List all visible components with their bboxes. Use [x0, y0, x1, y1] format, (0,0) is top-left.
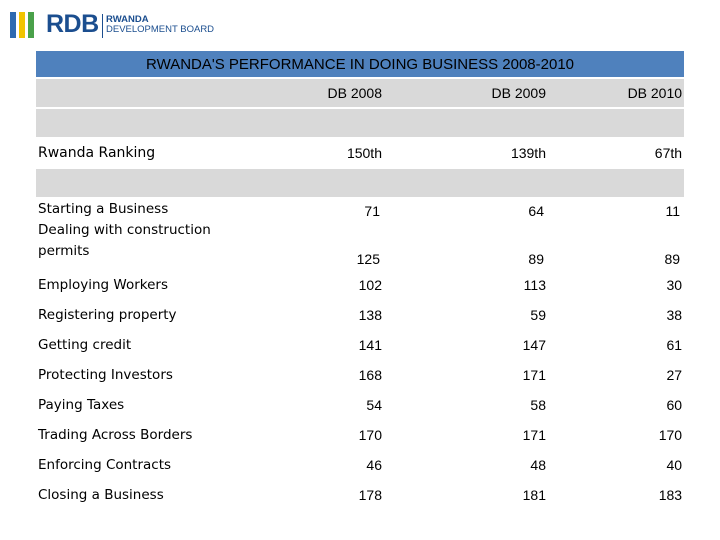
- ranking-2008: 150th: [346, 145, 382, 161]
- cell-value: 113: [523, 277, 546, 293]
- cell-value: 170: [358, 427, 382, 443]
- cell-value: 30: [666, 277, 683, 293]
- cell-value: 102: [358, 277, 382, 293]
- cell-value: 168: [358, 367, 382, 383]
- cell-value: 181: [522, 487, 546, 503]
- header-db-2010: DB 2010: [548, 79, 685, 107]
- table-row: Trading Across Borders 170 171 170: [36, 421, 684, 449]
- cell-value: 171: [522, 427, 546, 443]
- cell-value: 48: [530, 457, 546, 473]
- header-empty-cell: [36, 79, 236, 107]
- cell-group: 71 125: [236, 199, 384, 269]
- row-label: Dealing with construction permits: [38, 222, 211, 259]
- table-row: Employing Workers 102 113 30: [36, 271, 684, 299]
- ranking-2009: 139th: [510, 145, 546, 161]
- performance-table: RWANDA'S PERFORMANCE IN DOING BUSINESS 2…: [36, 49, 685, 511]
- spacer-row: [36, 169, 685, 197]
- row-label: Paying Taxes: [38, 397, 125, 413]
- cell-value: 183: [658, 487, 683, 503]
- row-label-group: Starting a Business Dealing with constru…: [36, 199, 236, 269]
- cell-value: 141: [358, 337, 382, 353]
- cell-value: 61: [666, 337, 683, 353]
- cell-value: 40: [666, 457, 683, 473]
- cell-value: 171: [522, 367, 546, 383]
- row-label: Employing Workers: [38, 277, 169, 293]
- table-title-row: RWANDA'S PERFORMANCE IN DOING BUSINESS 2…: [36, 51, 685, 77]
- cell-value: 64: [528, 203, 544, 219]
- table-row: Registering property 138 59 38: [36, 301, 684, 329]
- cell-value: 89: [528, 251, 544, 267]
- row-label: Trading Across Borders: [38, 427, 193, 443]
- row-label: Closing a Business: [38, 487, 164, 503]
- table-row: Paying Taxes 54 58 60: [36, 391, 684, 419]
- cell-value: 138: [358, 307, 382, 323]
- row-label: Starting a Business: [38, 201, 169, 217]
- cell-value: 46: [366, 457, 382, 473]
- cell-value: 11: [665, 203, 681, 219]
- ranking-label: Rwanda Ranking: [38, 145, 156, 161]
- row-label: Protecting Investors: [38, 367, 173, 383]
- logo-bars-icon: [10, 12, 34, 38]
- cell-value: 71: [364, 203, 380, 219]
- header-db-2008: DB 2008: [236, 79, 384, 107]
- cell-value: 170: [658, 427, 683, 443]
- cell-value: 147: [522, 337, 546, 353]
- table-row: Starting a Business Dealing with constru…: [36, 199, 684, 269]
- logo-wordmark: RDB: [46, 10, 99, 38]
- cell-value: 125: [356, 251, 380, 267]
- spacer-row: [36, 109, 685, 137]
- row-label: Getting credit: [38, 337, 132, 353]
- cell-value: 27: [666, 367, 683, 383]
- ranking-2010: 67th: [654, 145, 683, 161]
- cell-group: 64 89: [384, 199, 548, 269]
- logo-line-1: RWANDA: [106, 14, 149, 25]
- table-row: Protecting Investors 168 171 27: [36, 361, 684, 389]
- logo-line-2: DEVELOPMENT BOARD: [106, 24, 215, 35]
- header-db-2009: DB 2009: [384, 79, 548, 107]
- row-label: Enforcing Contracts: [38, 457, 172, 473]
- cell-group: 11 89: [548, 199, 684, 269]
- row-label: Registering property: [38, 307, 177, 323]
- cell-value: 59: [530, 307, 546, 323]
- ranking-row: Rwanda Ranking 150th 139th 67th: [36, 139, 684, 167]
- table-row: Getting credit 141 147 61: [36, 331, 684, 359]
- cell-value: 58: [530, 397, 546, 413]
- table-title: RWANDA'S PERFORMANCE IN DOING BUSINESS 2…: [36, 51, 685, 77]
- cell-value: 60: [666, 397, 683, 413]
- table-row: Closing a Business 178 181 183: [36, 481, 684, 509]
- cell-value: 54: [366, 397, 382, 413]
- cell-value: 38: [666, 307, 683, 323]
- table-row: Enforcing Contracts 46 48 40: [36, 451, 684, 479]
- header-row: DB 2008 DB 2009 DB 2010: [36, 79, 685, 107]
- logo-divider: [102, 14, 103, 38]
- cell-value: 178: [358, 487, 382, 503]
- cell-value: 89: [664, 251, 681, 267]
- logo-subtitle: RWANDA DEVELOPMENT BOARD: [106, 15, 214, 35]
